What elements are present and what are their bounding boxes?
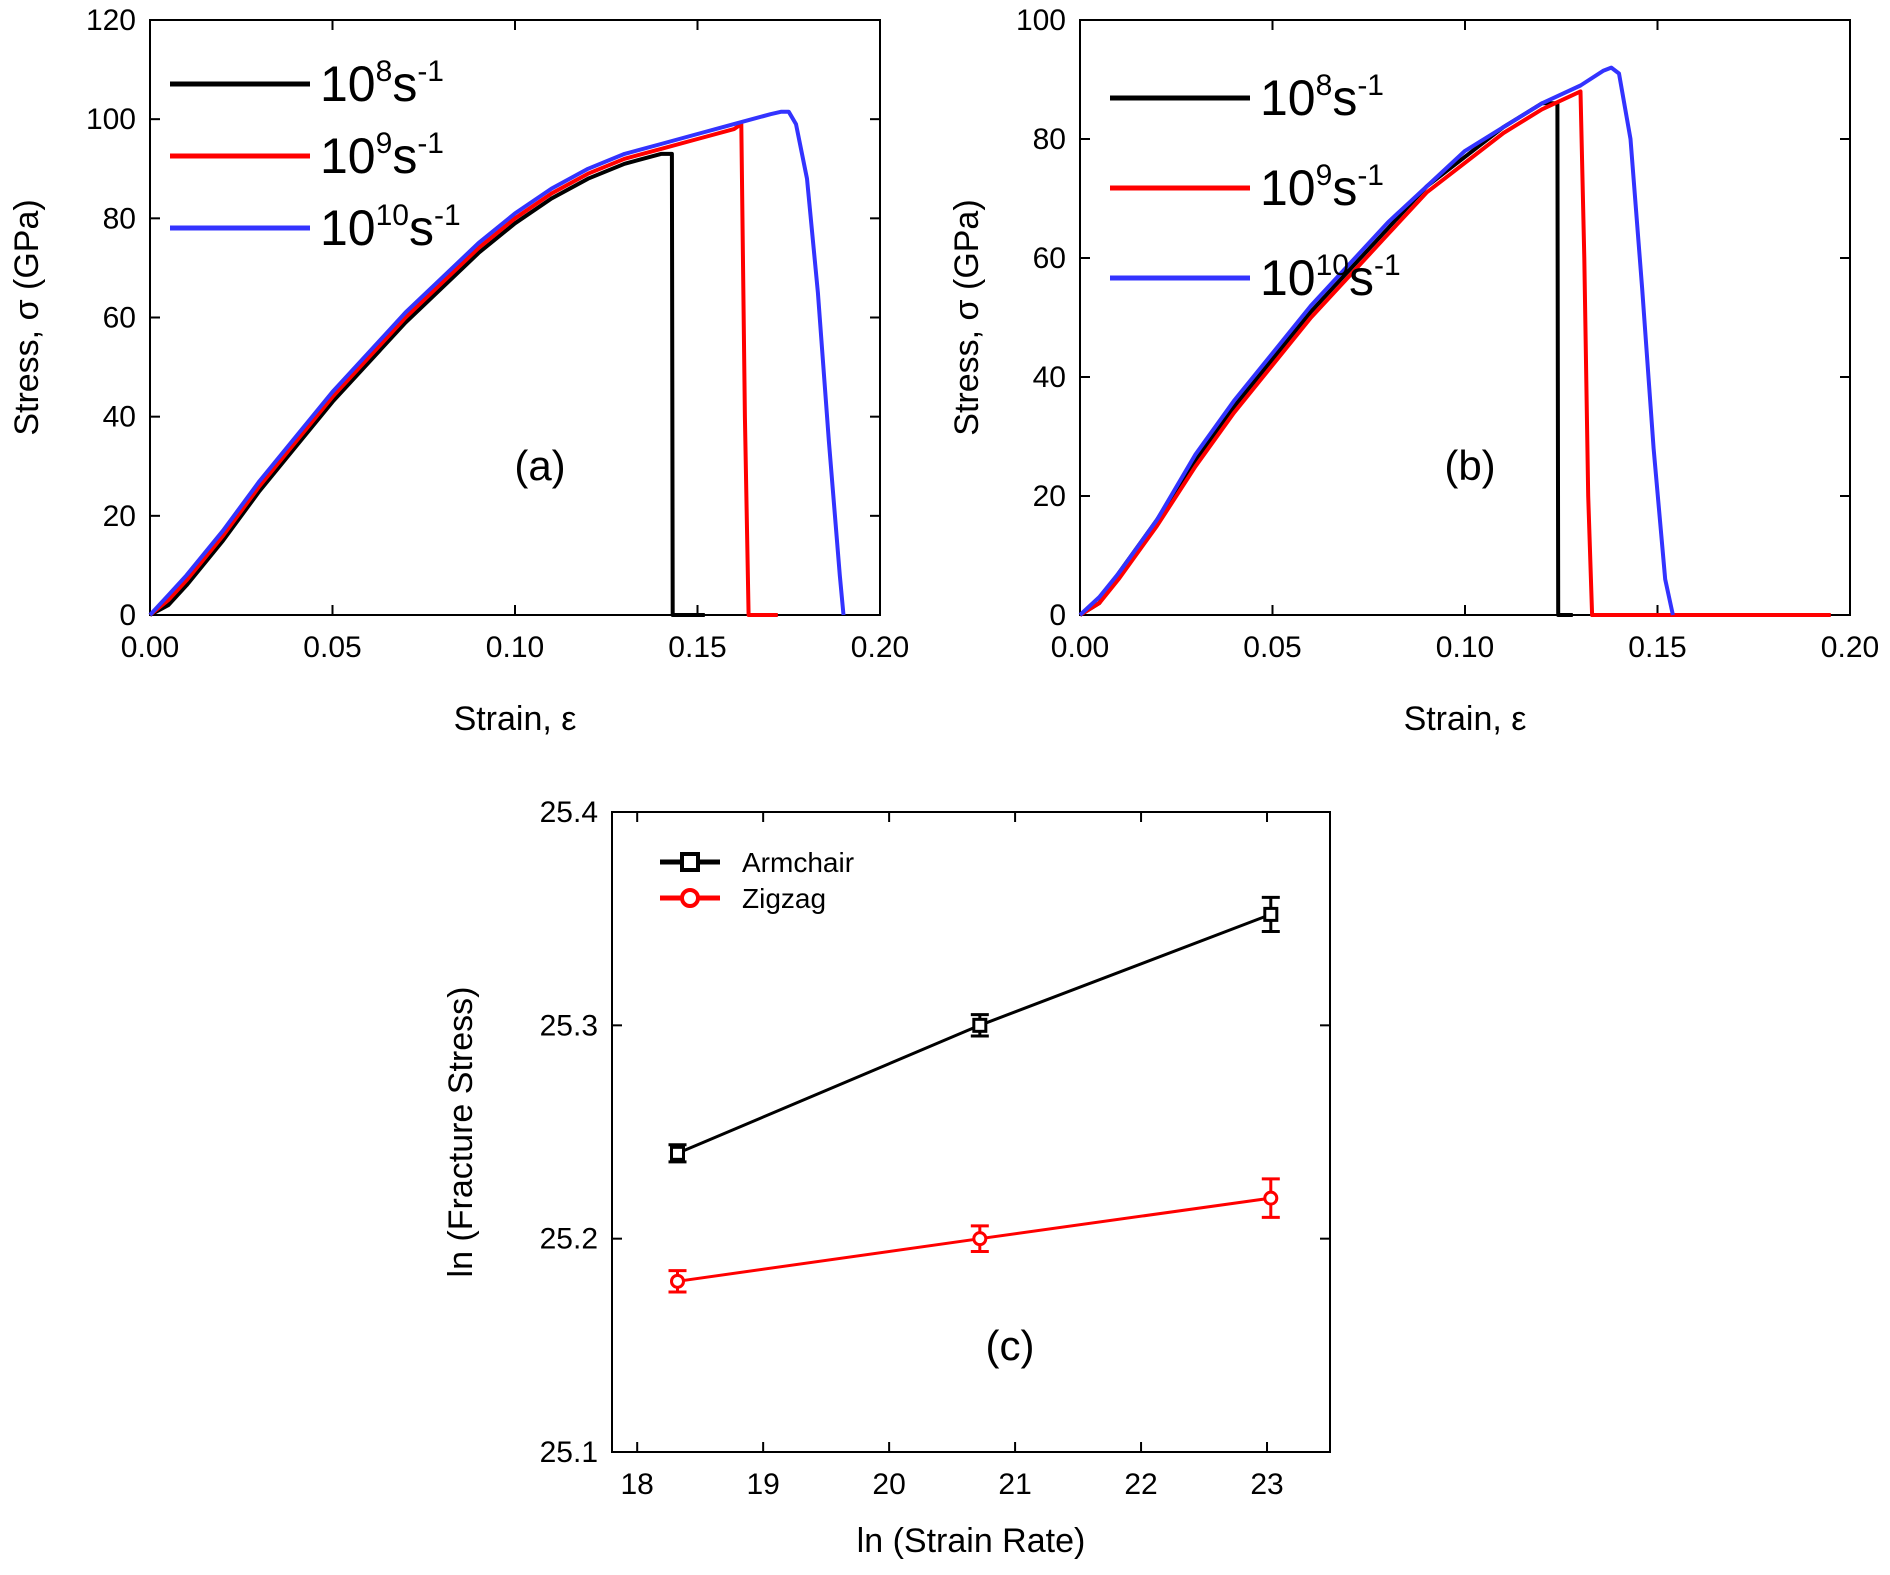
x-tick-label: 18	[621, 1468, 654, 1501]
plot-frame	[149, 19, 881, 616]
y-tick-label: 80	[1033, 123, 1066, 156]
chart-panel-c: 18 19 20 21 22 23 25.1 25.2 25.3 25.4 ln (Strain R…	[442, 796, 1331, 1560]
legend-base: 10	[320, 56, 376, 112]
x-tick-label: 0.20	[1821, 631, 1879, 664]
x-axis-title: Strain, ε	[454, 700, 577, 738]
legend-unit-exp: -1	[434, 199, 461, 232]
legend-unit: s	[409, 200, 434, 256]
legend-unit-exp: -1	[417, 55, 444, 88]
x-axis-title: ln (Strain Rate)	[857, 1522, 1086, 1560]
series-line	[1078, 89, 1831, 617]
y-tick-label: 20	[103, 500, 136, 533]
legend-exp: 10	[376, 199, 409, 232]
chart-panel-a: 0.00 0.05 0.10 0.15 0.20 0 20 40 60 80 100 120 Strai…	[8, 4, 909, 738]
legend-unit: s	[1332, 160, 1357, 216]
x-tick-label: 21	[998, 1468, 1031, 1501]
y-tick-label: 20	[1033, 480, 1066, 513]
legend-unit-exp: -1	[1357, 159, 1384, 192]
series-line	[1078, 65, 1675, 617]
x-tick-label: 22	[1124, 1468, 1157, 1501]
legend-unit: s	[392, 128, 417, 184]
y-tick-label: 25.3	[540, 1009, 598, 1042]
x-tick-label: 0.20	[851, 631, 909, 664]
legend-exp: 10	[1316, 249, 1349, 282]
data-point-square	[972, 1017, 988, 1033]
x-tick-label: 0.00	[1051, 631, 1109, 664]
legend-label: 108s-1	[1260, 69, 1384, 126]
y-tick-label: 100	[86, 103, 136, 136]
x-tick-label: 20	[872, 1468, 905, 1501]
y-tick-label: 0	[1049, 599, 1066, 632]
panel-label: (c)	[986, 1322, 1035, 1369]
series-line	[149, 151, 705, 617]
legend-label: Zigzag	[742, 883, 826, 914]
x-axis-title: Strain, ε	[1404, 700, 1527, 738]
x-tick-label: 0.05	[1243, 631, 1301, 664]
series-line	[148, 122, 778, 617]
legend-exp: 8	[1316, 69, 1333, 102]
legend-label: 109s-1	[1260, 159, 1384, 216]
legend-exp: 9	[376, 127, 393, 160]
legend-exp: 8	[376, 55, 393, 88]
plot-frame	[1079, 19, 1851, 616]
y-tick-label: 100	[1016, 4, 1066, 37]
legend-marker-square	[680, 852, 700, 872]
legend-label: 108s-1	[320, 55, 444, 112]
y-axis-title: Stress, σ (GPa)	[948, 199, 986, 435]
legend-base: 10	[320, 200, 376, 256]
x-tick-label: 0.00	[121, 631, 179, 664]
data-point-circle	[1263, 1190, 1279, 1206]
chart-panel-b: 0.00 0.05 0.10 0.15 0.20 0 20 40 60 80 100 Strain, …	[948, 4, 1879, 738]
legend-base: 10	[1260, 250, 1316, 306]
legend-label: Armchair	[742, 847, 854, 878]
x-tick-label: 19	[746, 1468, 779, 1501]
y-tick-label: 60	[1033, 242, 1066, 275]
legend-base: 10	[1260, 70, 1316, 126]
plot-frame	[611, 811, 1331, 1453]
legend-exp: 9	[1316, 159, 1333, 192]
legend-unit-exp: -1	[417, 127, 444, 160]
x-tick-label: 0.15	[668, 631, 726, 664]
panel-label: (a)	[514, 442, 565, 489]
y-tick-label: 25.1	[540, 1436, 598, 1469]
legend-base: 10	[320, 128, 376, 184]
y-tick-label: 40	[1033, 361, 1066, 394]
legend-unit: s	[1332, 70, 1357, 126]
x-tick-label: 0.05	[303, 631, 361, 664]
y-tick-label: 120	[86, 4, 136, 37]
data-point-circle	[972, 1231, 988, 1247]
x-tick-label: 0.10	[486, 631, 544, 664]
data-point-circle	[670, 1273, 686, 1289]
y-tick-label: 60	[103, 302, 136, 335]
legend-label: 1010s-1	[320, 199, 461, 256]
series-line	[676, 912, 1272, 1155]
y-tick-label: 25.4	[540, 796, 598, 829]
y-tick-label: 0	[119, 599, 136, 632]
legend-label: 1010s-1	[1260, 249, 1401, 306]
data-point-square	[670, 1145, 686, 1161]
legend-marker-circle	[680, 888, 700, 908]
legend-label: 109s-1	[320, 127, 444, 184]
series-line	[148, 109, 846, 617]
legend-base: 10	[1260, 160, 1316, 216]
legend-unit: s	[392, 56, 417, 112]
y-tick-label: 80	[103, 202, 136, 235]
legend-unit-exp: -1	[1357, 69, 1384, 102]
y-axis-title: Stress, σ (GPa)	[8, 199, 46, 435]
x-tick-label: 0.15	[1628, 631, 1686, 664]
legend-unit: s	[1349, 250, 1374, 306]
panel-label: (b)	[1444, 442, 1495, 489]
x-tick-label: 23	[1250, 1468, 1283, 1501]
y-axis-title: ln (Fracture Stress)	[442, 987, 480, 1278]
y-tick-label: 40	[103, 401, 136, 434]
x-tick-label: 0.10	[1436, 631, 1494, 664]
data-point-square	[1263, 906, 1279, 922]
y-tick-label: 25.2	[540, 1223, 598, 1256]
legend-unit-exp: -1	[1374, 249, 1401, 282]
